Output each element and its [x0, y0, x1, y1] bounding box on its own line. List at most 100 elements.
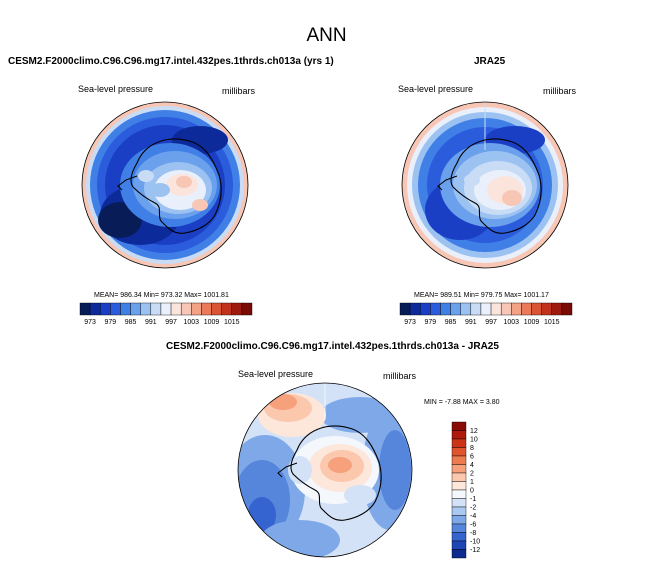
panel2-colorbar-swatch — [500, 302, 512, 316]
panel1-colorbar-tick-label: 1015 — [224, 319, 240, 326]
panel2-colorbar-swatch — [460, 302, 472, 316]
panel2-title: JRA25 — [474, 56, 506, 67]
panel1-colorbar-tick-label: 973 — [84, 319, 96, 326]
panel1-colorbar-swatch — [130, 302, 141, 316]
panel1-colorbar-swatch — [110, 302, 121, 316]
panel3-colorbar-tick-label: -2 — [470, 505, 476, 512]
panel3-colorbar-tick-label: 2 — [470, 471, 474, 478]
panel3-colorbar-tick-label: -6 — [470, 522, 476, 529]
panel2-colorbar-swatch — [511, 302, 522, 316]
panel1-colorbar-tick-label: 991 — [145, 319, 157, 326]
panel2-colorbar-swatch — [450, 302, 461, 316]
panel1-colorbar-swatch — [140, 302, 152, 316]
panel3-colorbar-tick-label: 6 — [470, 454, 474, 461]
panel3-colorbar-swatch — [451, 481, 467, 491]
panel1-colorbar-swatch — [160, 302, 172, 316]
panel2-colorbar-tick-label: 997 — [485, 319, 497, 326]
panel3-title: CESM2.F2000climo.C96.C96.mg17.intel.432p… — [166, 341, 499, 352]
panel3-colorbar-tick-label: 0 — [470, 488, 474, 495]
panel3-colorbar-tick-label: 4 — [470, 462, 474, 469]
panel2-colorbar-swatch — [490, 302, 502, 316]
panel2-colorbar-swatch — [480, 302, 492, 316]
panel3-colorbar-swatch — [451, 515, 467, 525]
panel3-colorbar-swatch — [451, 523, 467, 533]
panel3-colorbar-swatch — [451, 489, 467, 499]
panel3-colorbar-tick-label: 1 — [470, 479, 474, 486]
panel3-colorbar-swatch — [451, 447, 467, 457]
panel2-colorbar-swatch — [551, 302, 563, 316]
panel3-colorbar-tick-label: -1 — [470, 496, 476, 503]
panel1-colorbar-swatch — [150, 302, 162, 316]
panel2-colorbar-swatch — [440, 302, 451, 316]
panel2-colorbar: 973 979 985 991 997 1003 1009 1015 — [399, 302, 573, 326]
panel3-colorbar-swatch — [451, 498, 467, 508]
panel3-colorbar-swatch — [451, 430, 467, 440]
panel1-units-label: millibars — [222, 86, 256, 96]
panel2-colorbar-tick-label: 973 — [404, 319, 416, 326]
panel1-colorbar-swatch — [79, 302, 91, 316]
panel2-colorbar-swatch — [541, 302, 552, 316]
panel3-colorbar-tick-label: 8 — [470, 445, 474, 452]
panel2-colorbar-swatch — [470, 302, 482, 316]
panel1-colorbar-swatch — [241, 302, 253, 316]
panel2-colorbar-tick-label: 1015 — [544, 319, 560, 326]
panel2-colorbar-swatch — [420, 302, 431, 316]
panel3-colorbar-tick-label: -4 — [470, 513, 476, 520]
panel3-stats: MIN = -7.88 MAX = 3.80 — [424, 399, 500, 406]
panel1-colorbar-tick-label: 985 — [125, 319, 137, 326]
panel2-variable-label: Sea-level pressure — [398, 84, 474, 94]
panel1-colorbar-swatch — [170, 302, 182, 316]
panel2-colorbar-swatch — [561, 302, 573, 316]
panel1-colorbar-swatch — [201, 302, 212, 316]
panel3-colorbar-swatch — [451, 506, 467, 516]
panel3-colorbar-swatch — [451, 472, 467, 482]
panel3-colorbar-swatch — [451, 421, 467, 431]
panel3-map — [238, 383, 412, 557]
panel2-stats: MEAN= 989.51 Min= 979.75 Max= 1001.17 — [414, 292, 549, 299]
panel1-colorbar-swatch — [180, 302, 192, 316]
panel3-colorbar-tick-label: -12 — [470, 547, 480, 554]
figure-title: ANN — [306, 25, 347, 46]
panel1-title: CESM2.F2000climo.C96.C96.mg17.intel.432p… — [8, 56, 334, 67]
panel2-map — [402, 102, 568, 268]
panel2-units-label: millibars — [543, 86, 577, 96]
panel3-colorbar-swatch — [451, 438, 467, 448]
panel2-colorbar-tick-label: 1003 — [504, 319, 520, 326]
panel3-colorbar-swatch — [451, 540, 467, 550]
panel1-colorbar-tick-label: 979 — [105, 319, 117, 326]
panel1-colorbar-swatch — [231, 302, 243, 316]
panel1-colorbar-swatch — [211, 302, 222, 316]
panel3-colorbar-tick-label: -8 — [470, 530, 476, 537]
panel3-colorbar-tick-label: 10 — [470, 437, 478, 444]
panel3-colorbar-swatch — [451, 532, 467, 542]
panel2-colorbar-tick-label: 1009 — [524, 319, 540, 326]
panel1-colorbar: 973 979 985 991 997 1003 1009 1015 — [79, 302, 253, 326]
panel3-colorbar-swatch — [451, 455, 467, 465]
panel3-units-label: millibars — [383, 371, 417, 381]
panel1-stats: MEAN= 986.34 Min= 973.32 Max= 1001.81 — [94, 292, 229, 299]
panel1-colorbar-tick-label: 997 — [165, 319, 177, 326]
panel1-colorbar-swatch — [100, 302, 111, 316]
panel2-colorbar-swatch — [531, 302, 542, 316]
panel1-map — [82, 102, 248, 268]
panel2-colorbar-swatch — [409, 302, 421, 316]
panel1-colorbar-swatch — [191, 302, 202, 316]
panel2-colorbar-swatch — [430, 302, 441, 316]
panel2-colorbar-tick-label: 991 — [465, 319, 477, 326]
panel3-colorbar-swatch — [451, 549, 467, 559]
panel1-colorbar-swatch — [221, 302, 232, 316]
panel2-colorbar-swatch — [399, 302, 411, 316]
panel1-variable-label: Sea-level pressure — [78, 84, 154, 94]
panel2-colorbar-swatch — [521, 302, 532, 316]
panel2-colorbar-tick-label: 985 — [445, 319, 457, 326]
panel1-colorbar-swatch — [89, 302, 101, 316]
panel1-colorbar-swatch — [120, 302, 131, 316]
panel3-colorbar-tick-label: -10 — [470, 539, 480, 546]
panel2-colorbar-tick-label: 979 — [425, 319, 437, 326]
panel1-colorbar-tick-label: 1003 — [184, 319, 200, 326]
panel3-variable-label: Sea-level pressure — [238, 369, 314, 379]
panel3-colorbar-swatch — [451, 464, 467, 474]
panel3-colorbar-tick-label: 12 — [470, 428, 478, 435]
